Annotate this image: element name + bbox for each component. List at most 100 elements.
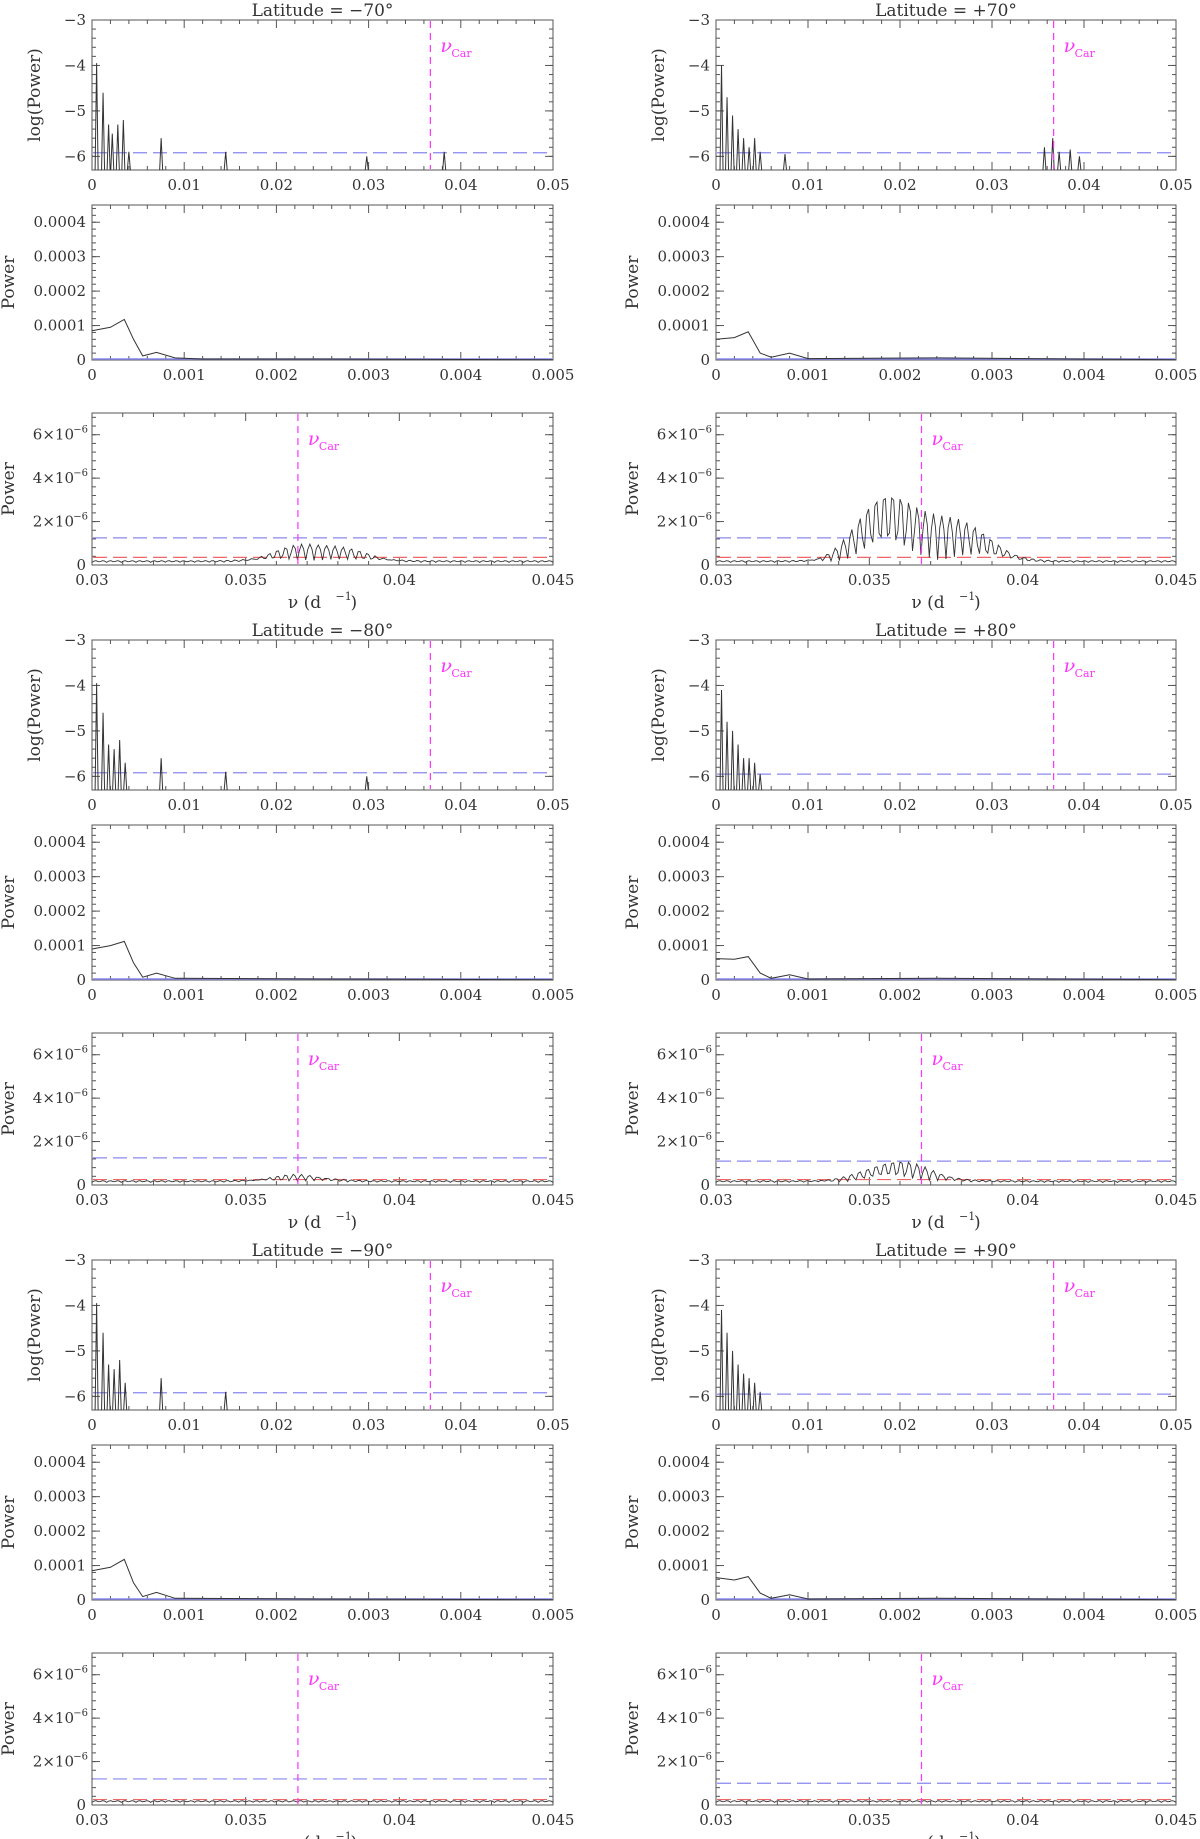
x-tick-label: 0 (711, 366, 721, 384)
nu-car-label: ν (308, 428, 320, 450)
x-axis-label-close: ) (974, 593, 981, 613)
log-power-spectrum (719, 65, 1082, 171)
x-tick-label: 0 (711, 1416, 721, 1434)
y-tick-label: 2×10 (657, 1753, 698, 1771)
log-power-spectrum (94, 683, 369, 791)
nu-car-label: ν (931, 1048, 943, 1070)
y-axis-label: log(Power) (649, 48, 669, 142)
plot-frame (91, 19, 554, 171)
x-tick-label: 0.005 (1155, 986, 1198, 1004)
y-tick-label: 0.0002 (34, 902, 87, 920)
latitude-panel: Latitude = +90° 0 0.01 0.02 0.03 0.04 0.05 −6 −5… (623, 1241, 1197, 1839)
x-axis-label: ν (d (911, 593, 944, 613)
plot-frame (91, 204, 554, 361)
log-power-spectrum (94, 63, 447, 171)
y-tick-label: 0.0004 (34, 833, 87, 851)
y-tick-label: 4×10 (33, 1089, 74, 1107)
y-tick-label: −5 (64, 722, 86, 740)
x-tick-label: 0 (711, 796, 721, 814)
x-tick-label: 0.03 (699, 1811, 732, 1829)
low-frequency-spectrum (91, 318, 554, 361)
plot-frame (91, 639, 554, 791)
y-tick-label: −3 (688, 631, 710, 649)
x-tick-label: 0.04 (444, 176, 477, 194)
y-tick-label: −3 (64, 11, 86, 29)
y-tick-exponent: −6 (697, 1665, 712, 1676)
x-axis-label: ν (d (911, 1213, 944, 1233)
nu-car-subscript: Car (319, 1060, 340, 1073)
x-tick-label: 0 (711, 986, 721, 1004)
x-tick-label: 0.05 (536, 796, 569, 814)
low-frequency-spectrum (715, 956, 1177, 981)
x-tick-label: 0 (87, 1416, 97, 1434)
y-axis-label: log(Power) (25, 1288, 45, 1382)
y-tick-label: −6 (688, 767, 710, 785)
plot-frame (715, 19, 1177, 171)
log-power-spectrum (719, 689, 763, 791)
x-tick-label: 0.004 (1063, 366, 1106, 384)
x-tick-label: 0.005 (1155, 1606, 1198, 1624)
y-tick-exponent: −6 (73, 1132, 88, 1143)
x-tick-label: 0.001 (787, 1606, 830, 1624)
low-frequency-spectrum (715, 1576, 1177, 1601)
y-tick-exponent: −6 (697, 1708, 712, 1719)
y-tick-exponent: −6 (697, 468, 712, 479)
y-tick-exponent: −6 (73, 425, 88, 436)
nu-car-subscript: Car (1075, 1287, 1096, 1300)
y-axis-label: Power (0, 1081, 19, 1136)
y-tick-label: 6×10 (33, 1046, 74, 1064)
x-axis-label: ν (d (288, 593, 321, 613)
x-tick-label: 0.004 (439, 1606, 482, 1624)
y-tick-label: 4×10 (657, 469, 698, 487)
x-axis-label: ν (d (288, 1833, 321, 1839)
x-tick-label: 0.003 (971, 1606, 1014, 1624)
y-tick-exponent: −6 (697, 1752, 712, 1763)
y-tick-label: −5 (64, 102, 86, 120)
x-tick-label: 0.05 (536, 176, 569, 194)
y-tick-label: −6 (688, 1387, 710, 1405)
latitude-panel: Latitude = −90° 0 0.01 0.02 0.03 0.04 0.05 −6 −5… (0, 1241, 574, 1839)
x-tick-label: 0.03 (975, 176, 1008, 194)
x-tick-label: 0.003 (971, 366, 1014, 384)
x-axis-label-close: ) (351, 1833, 358, 1839)
y-tick-label: −3 (64, 1251, 86, 1269)
y-tick-label: 0.0001 (658, 317, 711, 335)
x-tick-label: 0.02 (260, 796, 293, 814)
y-axis-label: Power (0, 1495, 19, 1550)
y-tick-exponent: −6 (697, 1088, 712, 1099)
x-tick-label: 0.04 (1067, 176, 1100, 194)
latitude-panel: Latitude = −80° 0 0.01 0.02 0.03 0.04 0.05 −6 −5… (0, 621, 574, 1233)
x-tick-label: 0.05 (1159, 176, 1192, 194)
y-axis-label: Power (623, 1495, 643, 1550)
x-tick-label: 0.005 (532, 366, 575, 384)
y-tick-label: −6 (64, 767, 86, 785)
x-tick-label: 0.035 (224, 1191, 267, 1209)
log-power-spectrum (94, 1303, 228, 1411)
log-power-spectrum (719, 1309, 763, 1411)
nu-car-subscript: Car (319, 1680, 340, 1693)
x-tick-label: 0.03 (75, 571, 108, 589)
low-frequency-spectrum (91, 940, 554, 981)
y-tick-exponent: −6 (73, 1045, 88, 1056)
y-tick-label: 0.0004 (658, 1453, 711, 1471)
plot-frame (715, 1032, 1177, 1186)
x-axis-label-close: ) (974, 1213, 981, 1233)
y-tick-label: −4 (688, 56, 710, 74)
x-tick-label: 0.004 (1063, 1606, 1106, 1624)
x-tick-label: 0 (87, 796, 97, 814)
x-tick-label: 0.001 (163, 986, 206, 1004)
plot-frame (91, 1444, 554, 1601)
y-tick-label: 4×10 (33, 1709, 74, 1727)
plot-frame (91, 1259, 554, 1411)
y-tick-label: 0.0003 (658, 868, 711, 886)
low-frequency-spectrum (715, 331, 1177, 361)
y-tick-exponent: −6 (697, 1045, 712, 1056)
x-tick-label: 0 (87, 986, 97, 1004)
y-tick-label: −4 (688, 676, 710, 694)
nu-car-label: ν (931, 1668, 943, 1690)
y-axis-label: Power (0, 875, 19, 930)
x-tick-label: 0.04 (444, 796, 477, 814)
y-axis-label: Power (0, 461, 19, 516)
y-tick-exponent: −6 (73, 1665, 88, 1676)
x-axis-label-exponent: −1 (336, 590, 352, 603)
